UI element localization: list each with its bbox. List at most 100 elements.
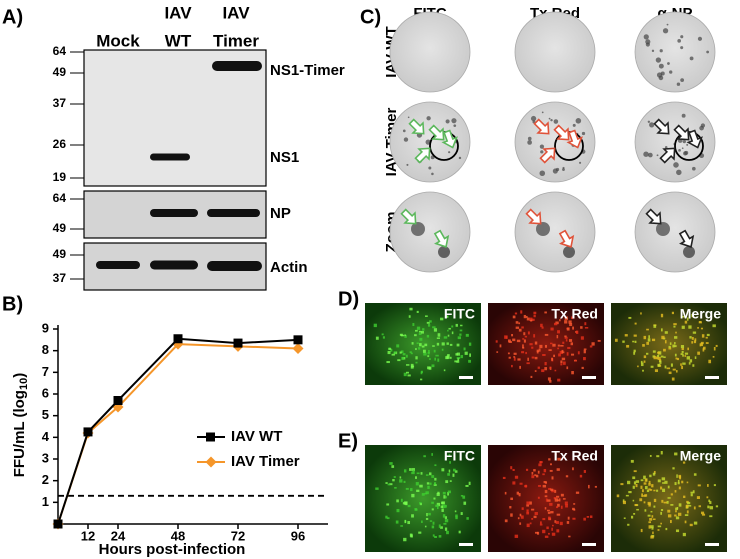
signal (641, 489, 644, 493)
signal (544, 495, 548, 498)
signal (533, 515, 537, 519)
signal (463, 501, 467, 505)
signal (440, 505, 444, 508)
signal (404, 501, 408, 505)
signal (425, 517, 429, 520)
signal (677, 482, 680, 485)
signal (634, 340, 637, 343)
signal (400, 498, 403, 502)
signal (542, 473, 545, 476)
plaque (647, 120, 651, 123)
arrow-shape (645, 208, 662, 225)
plaque (655, 57, 662, 63)
plaque (677, 39, 682, 43)
signal (419, 343, 422, 347)
signal (560, 493, 564, 497)
signal (526, 362, 530, 365)
band (150, 260, 198, 270)
signal (448, 469, 451, 473)
signal (564, 316, 568, 320)
signal (632, 485, 635, 489)
plaque (676, 82, 681, 86)
signal (542, 484, 547, 488)
signal (640, 362, 644, 367)
signal (634, 322, 637, 325)
signal (456, 360, 460, 363)
plaque (684, 150, 689, 155)
signal (510, 497, 514, 500)
signal (692, 490, 695, 494)
signal (465, 333, 469, 337)
arrow (659, 147, 676, 164)
signal (687, 501, 691, 505)
signal (527, 357, 529, 361)
signal (565, 504, 568, 508)
signal (561, 349, 564, 352)
signal (544, 535, 549, 538)
signal (698, 321, 702, 324)
signal (566, 327, 570, 331)
signal (698, 505, 701, 508)
arrow (673, 124, 690, 141)
arrow-shape (414, 147, 431, 164)
signal (690, 493, 693, 497)
signal (594, 485, 597, 488)
signal (526, 509, 529, 513)
signal (386, 361, 390, 364)
signal (531, 318, 535, 321)
signal (410, 363, 414, 366)
signal (561, 351, 565, 354)
signal (680, 353, 683, 355)
signal (567, 346, 571, 350)
image-label: FITC (444, 306, 475, 322)
signal (518, 493, 521, 497)
signal (441, 348, 444, 351)
lane-label: IAV (164, 3, 192, 22)
signal (571, 316, 574, 320)
signal (412, 468, 415, 472)
signal (520, 310, 523, 314)
signal (455, 323, 458, 327)
signal (550, 327, 554, 331)
signal (555, 521, 559, 524)
signal (541, 369, 545, 373)
signal (672, 467, 675, 470)
signal (392, 479, 395, 482)
signal (661, 335, 665, 340)
signal (403, 372, 407, 377)
signal (693, 340, 697, 344)
scale-bar (459, 376, 473, 379)
signal (443, 495, 446, 499)
signal (495, 340, 498, 343)
signal (427, 485, 430, 489)
signal (591, 342, 595, 346)
signal (630, 515, 634, 519)
signal (521, 326, 524, 329)
signal (420, 331, 424, 334)
signal (544, 333, 549, 336)
x-tick-label: 48 (171, 528, 185, 543)
signal (626, 344, 630, 348)
signal (416, 326, 421, 330)
signal (562, 361, 566, 365)
signal (442, 504, 446, 509)
signal (678, 503, 682, 507)
signal (633, 349, 636, 353)
arrow (441, 129, 458, 149)
signal (447, 334, 450, 337)
signal (666, 500, 669, 504)
signal (444, 527, 448, 531)
marker (113, 396, 123, 405)
plaque (453, 124, 457, 128)
signal (512, 315, 516, 319)
signal (644, 478, 648, 482)
signal (657, 479, 661, 483)
signal (649, 518, 653, 521)
signal (633, 351, 636, 355)
signal (548, 532, 550, 535)
signal (691, 314, 694, 318)
signal (509, 506, 512, 509)
signal (403, 480, 406, 484)
signal (437, 333, 441, 337)
mw-marker: 64 (53, 191, 67, 205)
